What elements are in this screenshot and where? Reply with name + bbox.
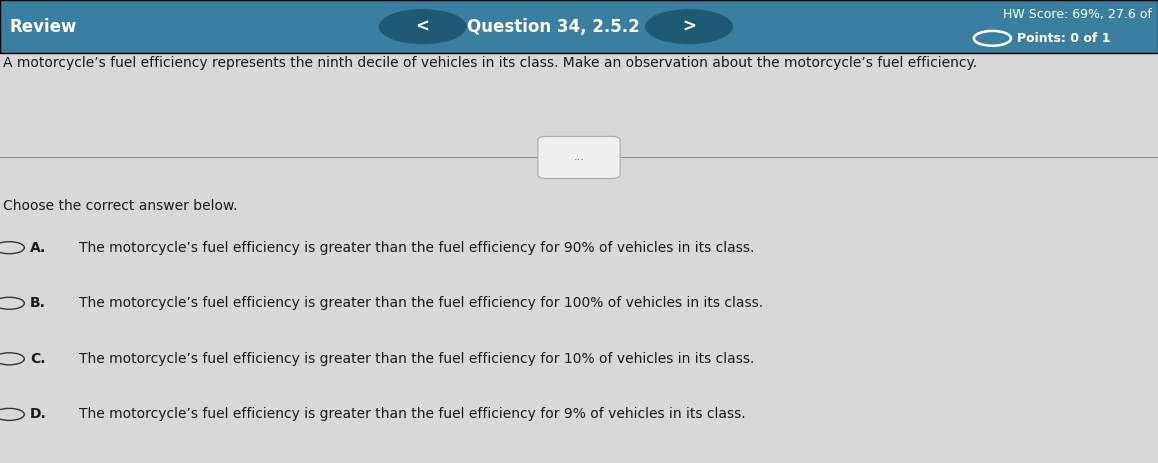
Text: The motorcycle’s fuel efficiency is greater than the fuel efficiency for 100% of: The motorcycle’s fuel efficiency is grea…	[79, 296, 763, 310]
Text: ...: ...	[573, 152, 585, 163]
Text: B.: B.	[30, 296, 46, 310]
Text: A motorcycle’s fuel efficiency represents the ninth decile of vehicles in its cl: A motorcycle’s fuel efficiency represent…	[3, 56, 977, 69]
Text: Points: 0 of 1: Points: 0 of 1	[1017, 32, 1111, 45]
Text: A.: A.	[30, 241, 46, 255]
Text: Question 34, 2.5.2: Question 34, 2.5.2	[467, 18, 640, 36]
Text: The motorcycle’s fuel efficiency is greater than the fuel efficiency for 90% of : The motorcycle’s fuel efficiency is grea…	[79, 241, 754, 255]
Text: D.: D.	[30, 407, 46, 421]
Text: >: >	[682, 18, 696, 36]
Text: <: <	[416, 18, 430, 36]
FancyBboxPatch shape	[0, 0, 1158, 53]
Text: The motorcycle’s fuel efficiency is greater than the fuel efficiency for 9% of v: The motorcycle’s fuel efficiency is grea…	[79, 407, 746, 421]
Circle shape	[379, 9, 467, 44]
Text: HW Score: 69%, 27.6 of: HW Score: 69%, 27.6 of	[1003, 8, 1152, 21]
Text: C.: C.	[30, 352, 45, 366]
FancyBboxPatch shape	[537, 136, 620, 178]
Text: Choose the correct answer below.: Choose the correct answer below.	[3, 199, 239, 213]
Circle shape	[645, 9, 733, 44]
Text: The motorcycle’s fuel efficiency is greater than the fuel efficiency for 10% of : The motorcycle’s fuel efficiency is grea…	[79, 352, 754, 366]
Text: Review: Review	[9, 18, 76, 36]
